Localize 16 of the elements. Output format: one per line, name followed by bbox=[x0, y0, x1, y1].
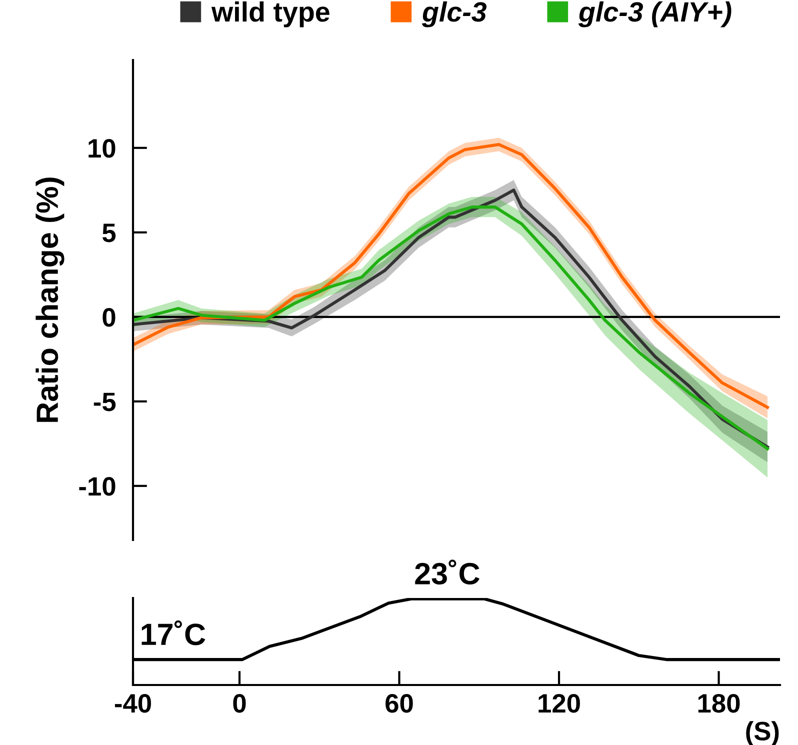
y-tick-label: 5 bbox=[102, 224, 116, 242]
x-tick-label: 180 bbox=[698, 694, 740, 713]
x-tick-label: -40 bbox=[114, 694, 151, 713]
annotation: 17˚C bbox=[142, 620, 206, 646]
legend-label: glc-3 bbox=[422, 1, 487, 28]
y-tick-label: -10 bbox=[79, 477, 116, 496]
y-tick-label: 0 bbox=[102, 308, 116, 327]
y-tick-label: -5 bbox=[94, 392, 116, 412]
legend-label: wild type bbox=[211, 1, 330, 28]
x-tick-label: 120 bbox=[538, 694, 580, 713]
x-tick-label: 0 bbox=[233, 694, 246, 713]
x-tick-label: 60 bbox=[386, 694, 413, 713]
legend-label: glc-3 (AIY+) bbox=[578, 1, 732, 28]
y-axis-title: Ratio change (%) bbox=[36, 178, 64, 422]
y-tick-label: 10 bbox=[88, 139, 116, 158]
annotation: 23˚C bbox=[415, 560, 480, 585]
